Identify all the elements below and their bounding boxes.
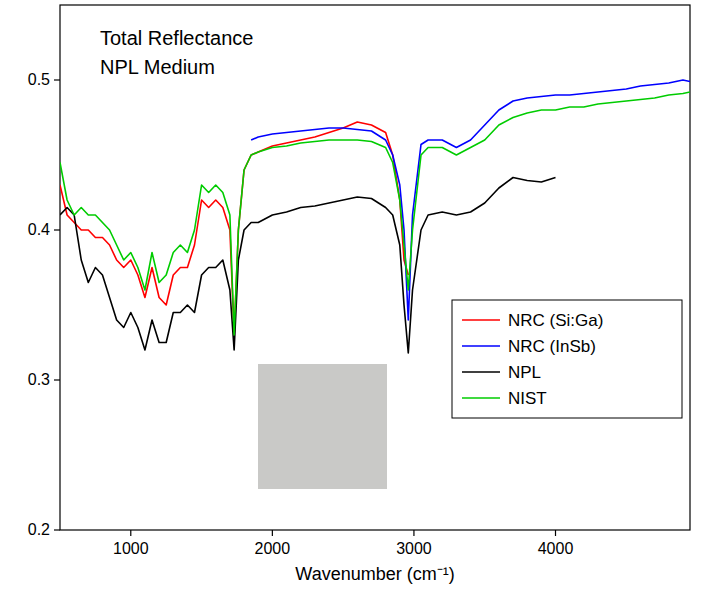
y-tick-label: 0.3 xyxy=(28,371,50,388)
x-tick-label: 3000 xyxy=(396,540,432,557)
x-tick xyxy=(130,530,131,536)
title: Total Reflectance xyxy=(100,27,253,49)
y-tick xyxy=(54,229,60,230)
legend-label: NRC (InSb) xyxy=(508,337,596,356)
legend-swatch xyxy=(462,397,500,399)
legend-label: NPL xyxy=(508,363,541,382)
x-tick-label: 4000 xyxy=(538,540,574,557)
plot-area xyxy=(60,80,690,353)
y-tick-label: 0.2 xyxy=(28,521,50,538)
legend-label: NIST xyxy=(508,389,547,408)
series-line xyxy=(60,122,408,335)
y-tick-label: 0.4 xyxy=(28,221,50,238)
legend-swatch xyxy=(462,371,500,373)
series-line xyxy=(251,80,690,320)
y-tick xyxy=(54,379,60,380)
legend-box xyxy=(452,300,682,418)
x-tick xyxy=(555,530,556,536)
legend-swatch xyxy=(462,319,500,321)
y-tick xyxy=(54,529,60,530)
legend-swatch xyxy=(462,345,500,347)
sample-photo xyxy=(258,364,387,489)
legend-label: NRC (Si:Ga) xyxy=(508,311,603,330)
x-tick-label: 2000 xyxy=(255,540,291,557)
plot-frame xyxy=(60,5,690,530)
chart: 1000 2000 3000 4000 0.2 0.3 0.4 0.5 Wavenumber (… xyxy=(0,0,701,600)
subtitle: NPL Medium xyxy=(100,56,215,78)
x-tick xyxy=(272,530,273,536)
x-tick-label: 1000 xyxy=(113,540,149,557)
legend: NRC (Si:Ga) NRC (InSb) NPL NIST xyxy=(452,300,682,418)
x-tick xyxy=(413,530,414,536)
x-axis-title: Wavenumber (cm⁻¹) xyxy=(295,564,454,584)
y-tick-label: 0.5 xyxy=(28,71,50,88)
series-line xyxy=(60,92,690,335)
y-tick xyxy=(54,79,60,80)
